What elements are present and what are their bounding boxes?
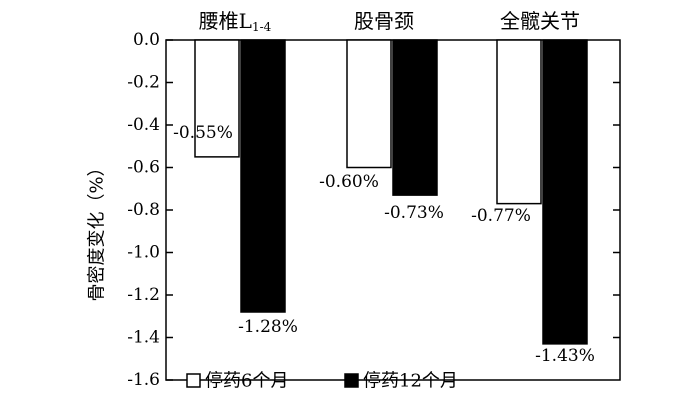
data-label: -1.43% <box>535 346 595 366</box>
y-tick-label: -1.2 <box>127 285 160 305</box>
y-axis: 0.0 -0.2 -0.4 -0.6 -0.8 -1.0 -1.2 -1.4 -1.6 <box>127 30 620 390</box>
legend-label: 停药12个月 <box>363 371 458 392</box>
bar <box>542 39 588 345</box>
category-labels: 腰椎L1-4 股骨颈 全髋关节 <box>199 9 580 34</box>
category-label: 腰椎L1-4 <box>199 9 272 34</box>
legend-swatch <box>344 373 359 388</box>
legend-label: 停药6个月 <box>205 371 288 392</box>
y-tick-label: -0.2 <box>127 73 160 93</box>
category-label: 全髋关节 <box>500 9 580 33</box>
legend: 停药6个月 停药12个月 <box>186 371 458 392</box>
bar <box>496 39 542 205</box>
y-tick-label: -0.8 <box>127 200 160 220</box>
y-tick-label: -1.4 <box>127 328 160 348</box>
category-label: 股骨颈 <box>354 9 414 33</box>
y-tick-label: -1.0 <box>127 243 160 263</box>
bar <box>194 39 240 158</box>
bar <box>346 39 392 169</box>
data-labels: -0.55% -0.60% -0.77% -1.28% -0.73% -1.43% <box>173 123 595 366</box>
data-label: -0.55% <box>173 123 233 143</box>
data-label: -0.60% <box>319 172 379 192</box>
category-subscript: 1-4 <box>252 20 272 34</box>
y-tick-label: -0.4 <box>127 115 160 135</box>
y-tick-label: -1.6 <box>127 370 160 390</box>
y-tick-label: 0.0 <box>133 30 160 50</box>
legend-swatch <box>186 373 201 388</box>
bar <box>392 39 438 196</box>
data-label: -1.28% <box>238 317 298 337</box>
y-tick-label: -0.6 <box>127 158 160 178</box>
bars <box>194 39 588 345</box>
data-label: -0.73% <box>384 203 444 223</box>
bar <box>240 39 286 313</box>
data-label: -0.77% <box>471 206 531 226</box>
y-axis-label: 骨密度变化（%） <box>87 158 108 301</box>
